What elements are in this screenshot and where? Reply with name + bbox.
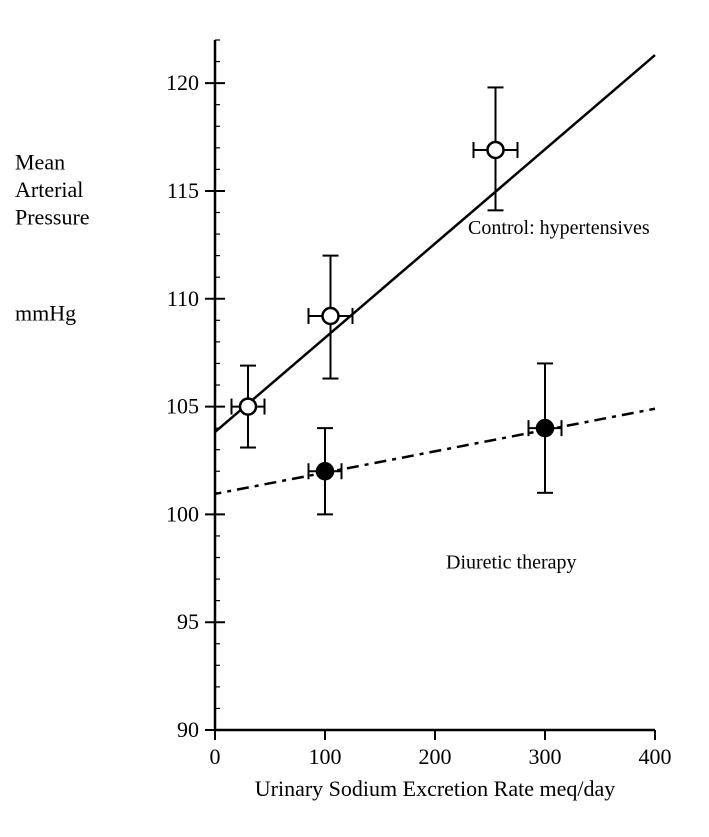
control-fit-line [210,55,656,437]
y-tick-label: 100 [166,501,199,526]
y-tick-label: 110 [167,286,199,311]
control-point [240,399,256,415]
x-tick-label: 200 [419,744,452,769]
control-point [488,142,504,158]
diuretic-point [317,463,333,479]
control-label: Control: hypertensives [468,217,650,239]
y-tick-label: 95 [177,609,199,634]
x-tick-label: 0 [210,744,221,769]
scatter-chart: 90 95 100 105 110 115 120 0 100 200 300 400 MeanArte… [0,0,709,837]
x-tick-label: 400 [639,744,672,769]
x-tick-label: 300 [529,744,562,769]
y-axis-unit: mmHg [15,300,76,325]
x-axis-label: Urinary Sodium Excretion Rate meq/day [255,776,615,801]
y-axis-label: MeanArterialPressure [15,149,90,229]
y-tick-label: 105 [166,394,199,419]
control-point [323,308,339,324]
diuretic-label: Diuretic therapy [446,551,577,573]
x-tick-label: 100 [309,744,342,769]
y-tick-label: 115 [167,178,199,203]
y-tick-label: 120 [166,70,199,95]
diuretic-fit-line [210,409,656,495]
y-tick-label: 90 [177,717,199,742]
diuretic-point [537,420,553,436]
